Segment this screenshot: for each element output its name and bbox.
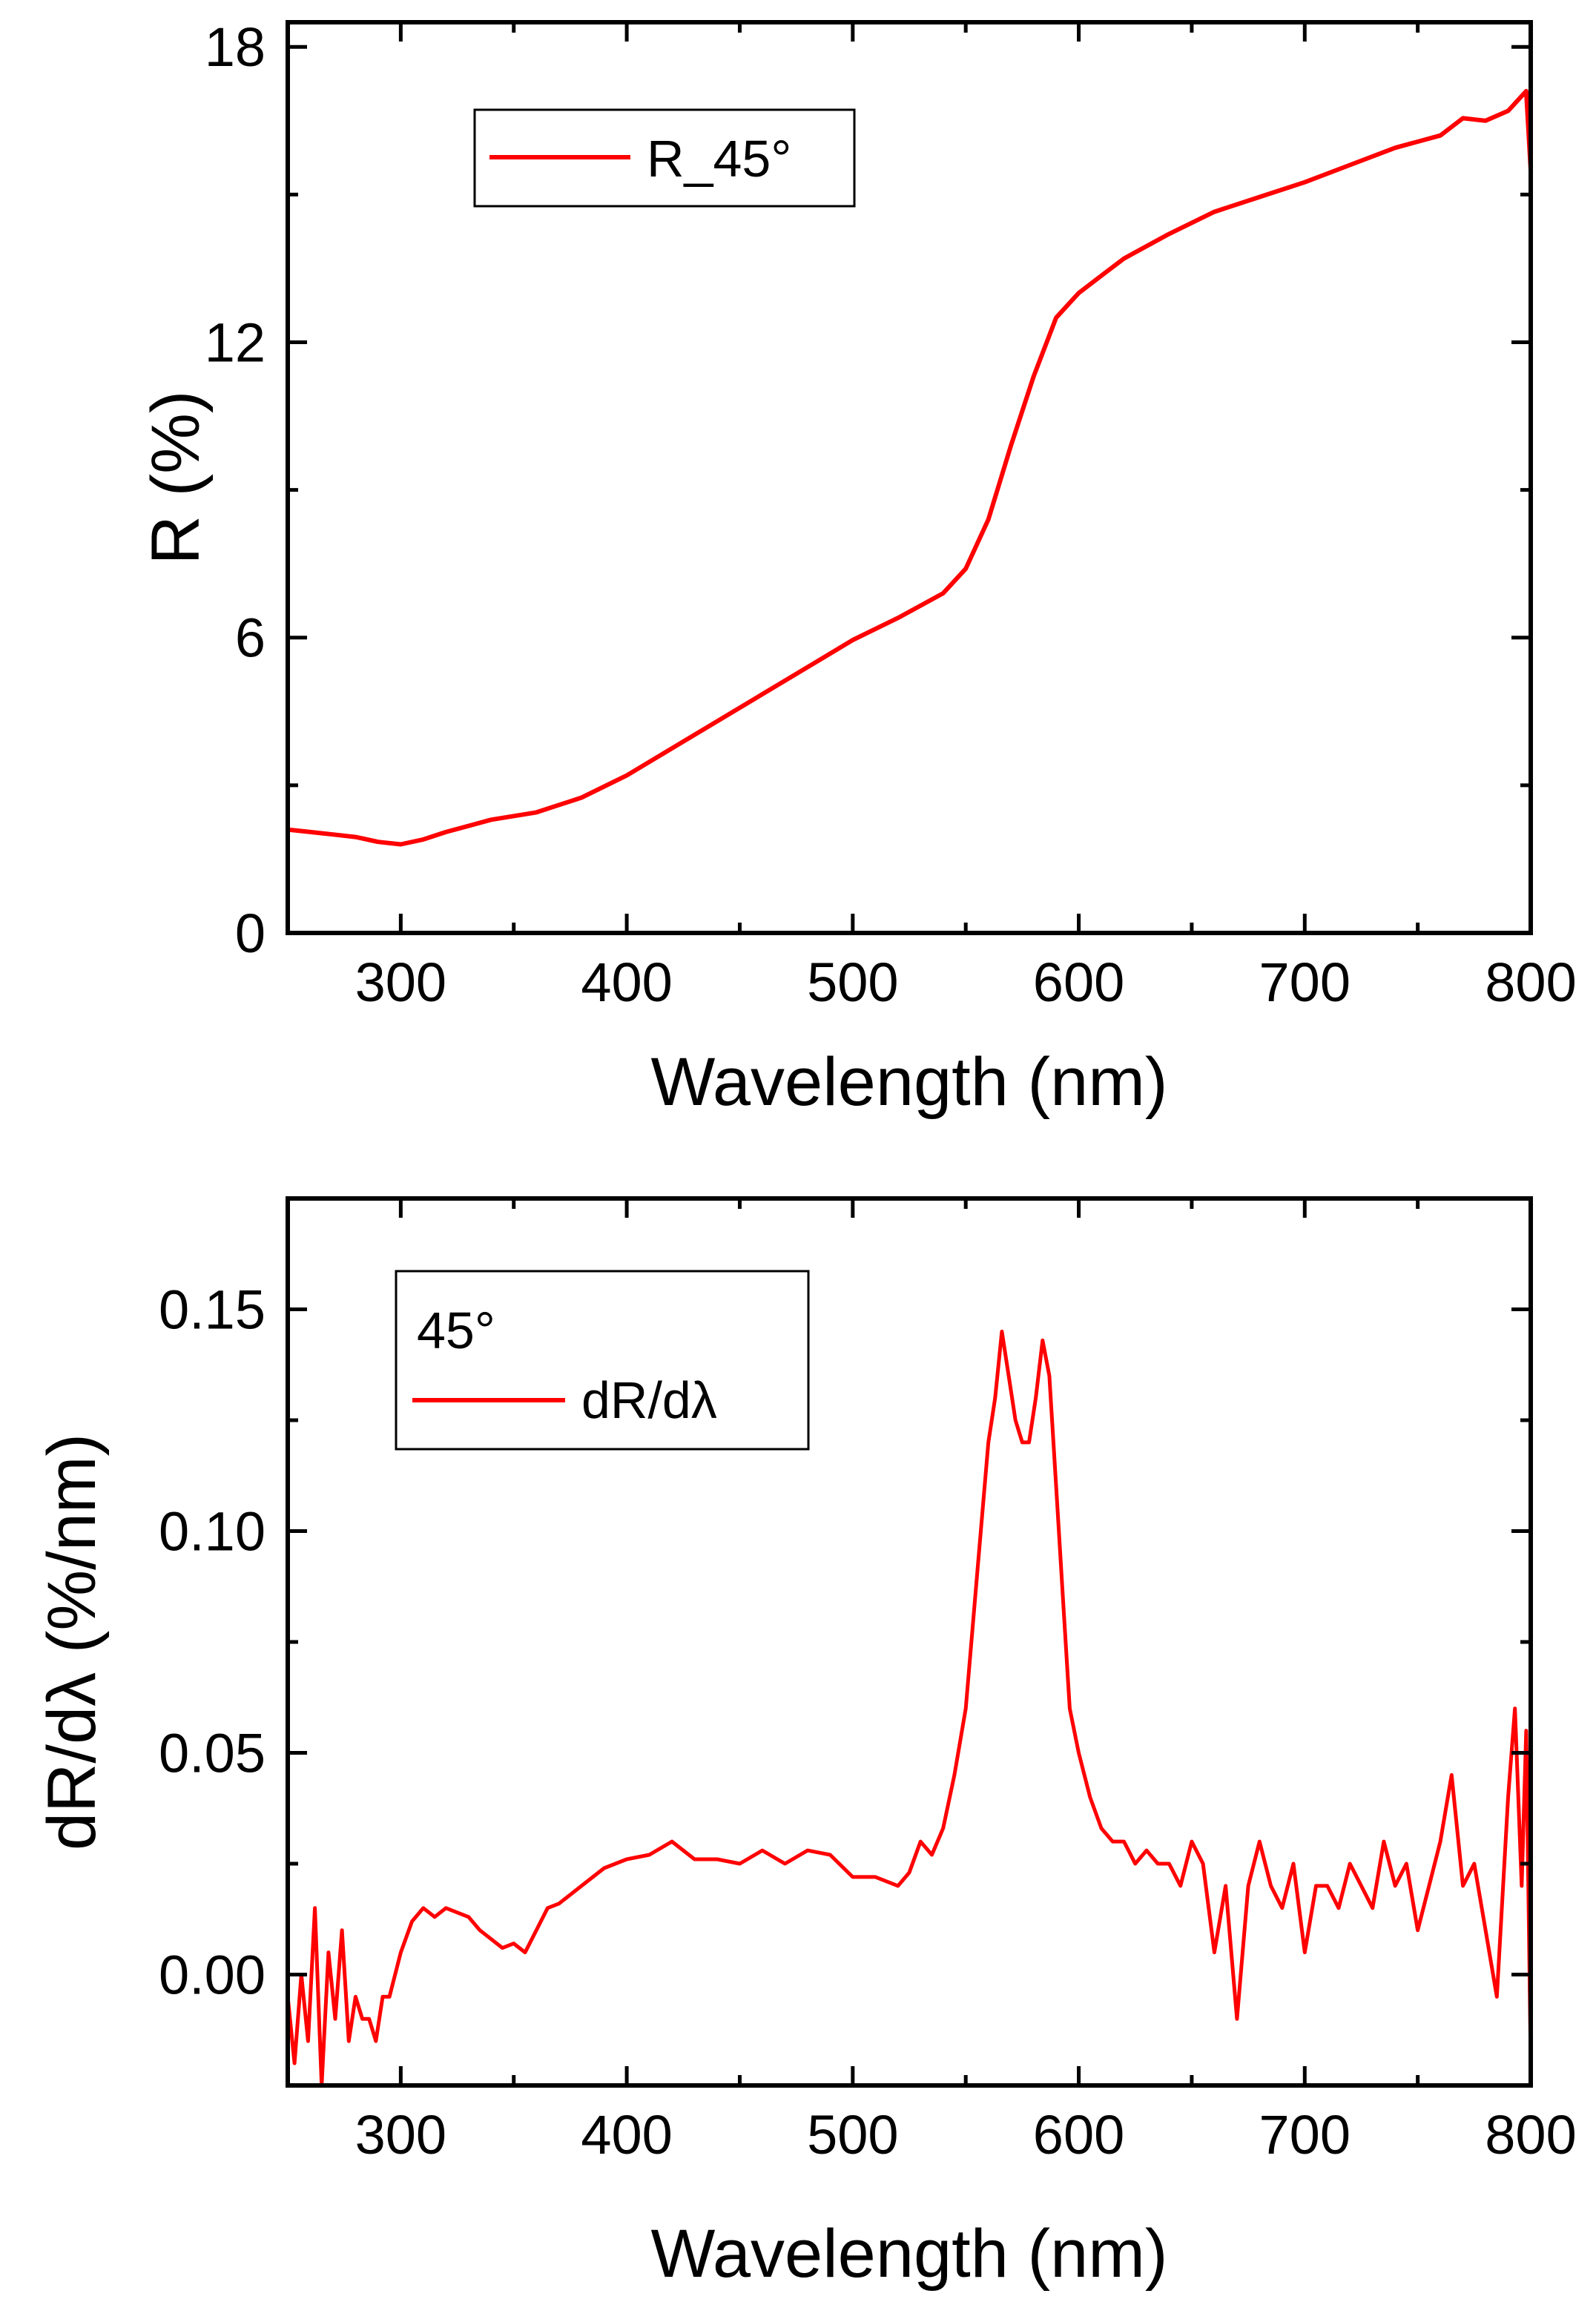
panel-derivative: 300 400 500 600 700 800 0.00 0.05 0.10 0.15 Wave…	[34, 1196, 1577, 2292]
series-line-r45	[287, 88, 1533, 847]
y-tick-label: 18	[205, 16, 266, 78]
x-tick-label: 300	[355, 2104, 446, 2166]
x-axis-title: Wavelength (nm)	[650, 2216, 1167, 2292]
y-tick-label: 0.10	[159, 1501, 266, 1563]
x-tick-label: 400	[581, 2104, 672, 2166]
legend: R_45°	[473, 108, 856, 208]
x-tick-label: 600	[1033, 2104, 1124, 2166]
x-tick-label: 500	[807, 952, 898, 1013]
x-tick-label: 800	[1485, 2104, 1576, 2166]
x-tick-label: 500	[807, 2104, 898, 2166]
y-tick-label: 12	[205, 311, 266, 373]
y-tick-label: 6	[235, 607, 266, 669]
x-tick-label: 700	[1259, 952, 1351, 1013]
x-tick-label: 600	[1033, 952, 1124, 1013]
y-tick-label: 0.15	[159, 1279, 266, 1341]
x-tick-label: 800	[1485, 952, 1576, 1013]
legend-label: R_45°	[647, 130, 791, 188]
x-tick-label: 400	[581, 952, 672, 1013]
panel-reflectance: 300 400 500 600 700 800 0 6 12 18 Wavelength (nm…	[138, 16, 1577, 1120]
series-line-derivative	[286, 1329, 1533, 2088]
y-axis-title: dR/dλ (%/nm)	[34, 1434, 110, 1850]
x-tick-label: 700	[1259, 2104, 1351, 2166]
y-axis-title: R (%)	[138, 390, 214, 564]
y-tick-label: 0.05	[159, 1723, 266, 1784]
x-tick-label: 300	[355, 952, 446, 1013]
x-axis-title: Wavelength (nm)	[650, 1044, 1167, 1120]
legend-note: 45°	[417, 1302, 495, 1359]
legend: 45° dR/dλ	[395, 1270, 810, 1451]
legend-box	[395, 1270, 810, 1451]
y-tick-label: 0	[235, 903, 266, 964]
legend-label: dR/dλ	[581, 1371, 717, 1429]
y-tick-label: 0.00	[159, 1945, 266, 2006]
plot-frame	[286, 20, 1533, 935]
